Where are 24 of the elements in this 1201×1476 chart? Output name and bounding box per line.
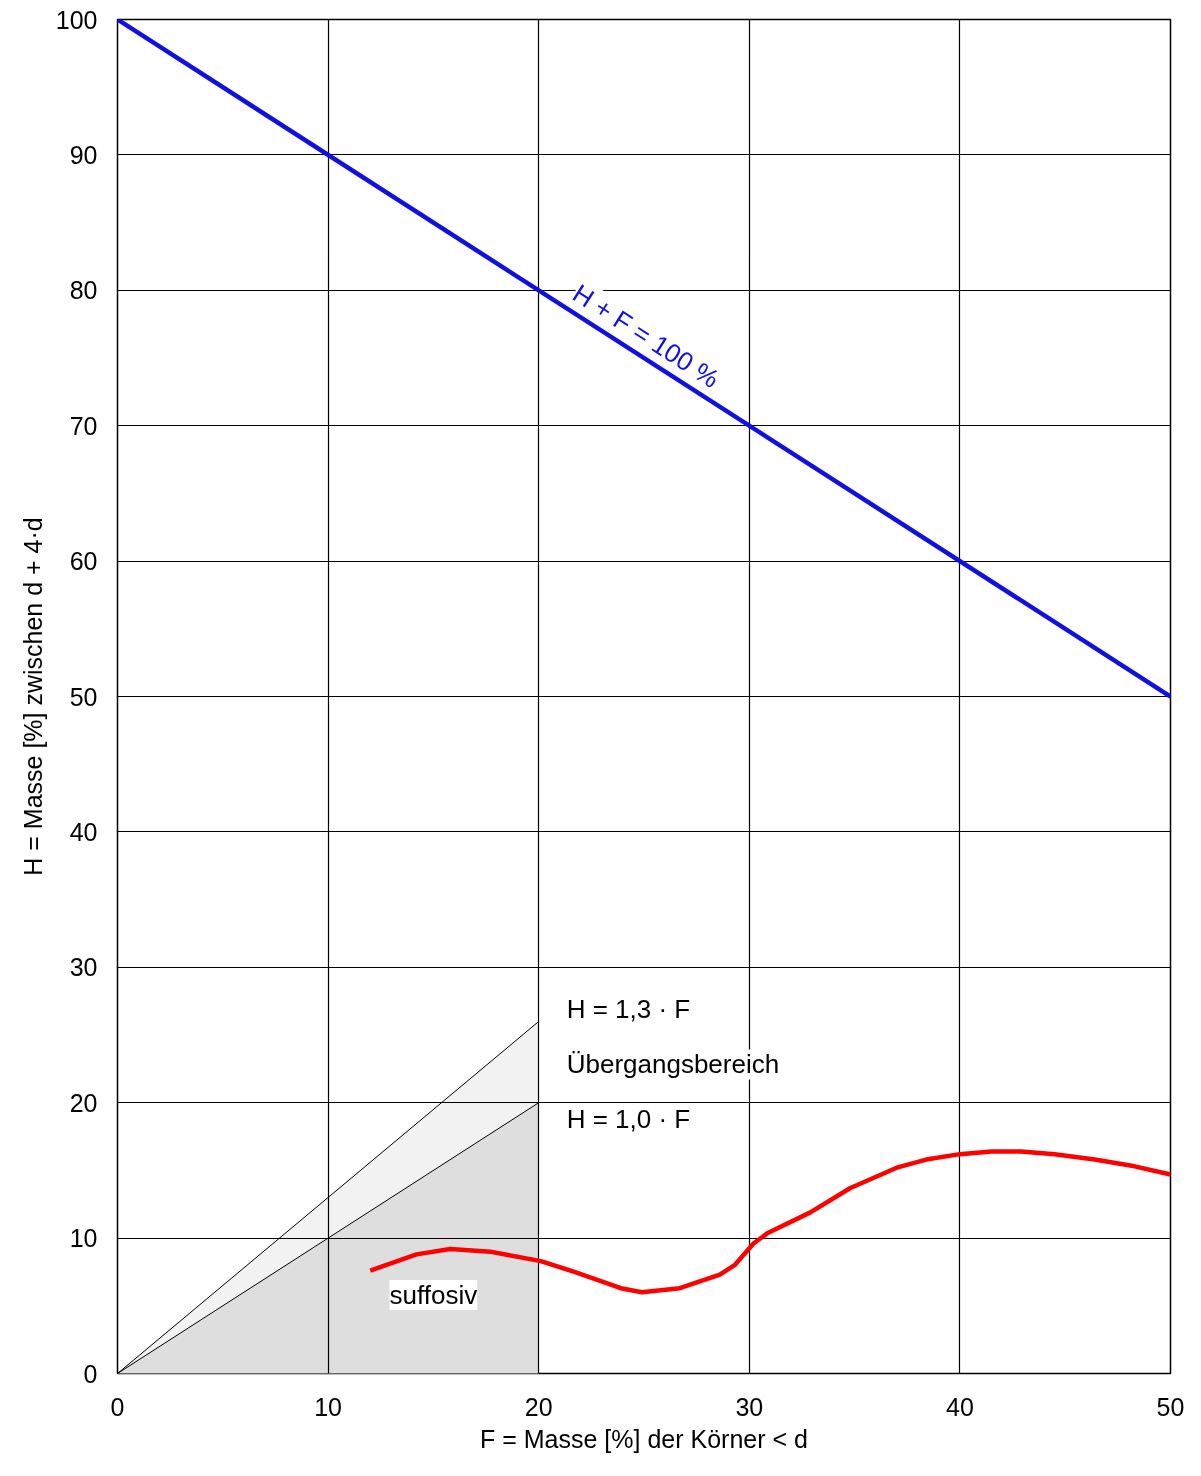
x-tick-label: 0: [110, 1392, 125, 1421]
y-tick-label: 60: [69, 547, 98, 576]
y-tick-label: 80: [69, 276, 98, 305]
y-tick-label: 90: [69, 140, 98, 169]
annotation: Übergangsbereich: [566, 1049, 780, 1080]
x-tick-label: 50: [1156, 1392, 1185, 1421]
x-tick-label: 40: [946, 1392, 974, 1421]
annotation: H + F = 100 %: [567, 278, 725, 394]
x-tick-label: 10: [314, 1392, 343, 1421]
x-tick-label: 30: [735, 1392, 764, 1421]
y-tick-label: 20: [69, 1088, 98, 1117]
y-tick-label: 70: [69, 411, 98, 440]
annotation: H = 1,3 · F: [566, 994, 691, 1025]
y-tick-label: 40: [69, 817, 98, 846]
annotation: suffosiv: [389, 1279, 478, 1310]
y-tick-label: 0: [83, 1359, 98, 1388]
y-tick-label: 100: [55, 5, 98, 34]
y-tick-label: 50: [69, 682, 98, 711]
x-axis-title: F = Masse [%] der Körner < d: [480, 1424, 808, 1453]
x-tick-label: 20: [524, 1392, 553, 1421]
y-axis-title: H = Masse [%] zwischen d + 4·d: [18, 517, 47, 876]
y-tick-label: 30: [69, 953, 98, 982]
y-tick-label: 10: [69, 1224, 98, 1253]
annotation: H = 1,0 · F: [566, 1104, 691, 1135]
